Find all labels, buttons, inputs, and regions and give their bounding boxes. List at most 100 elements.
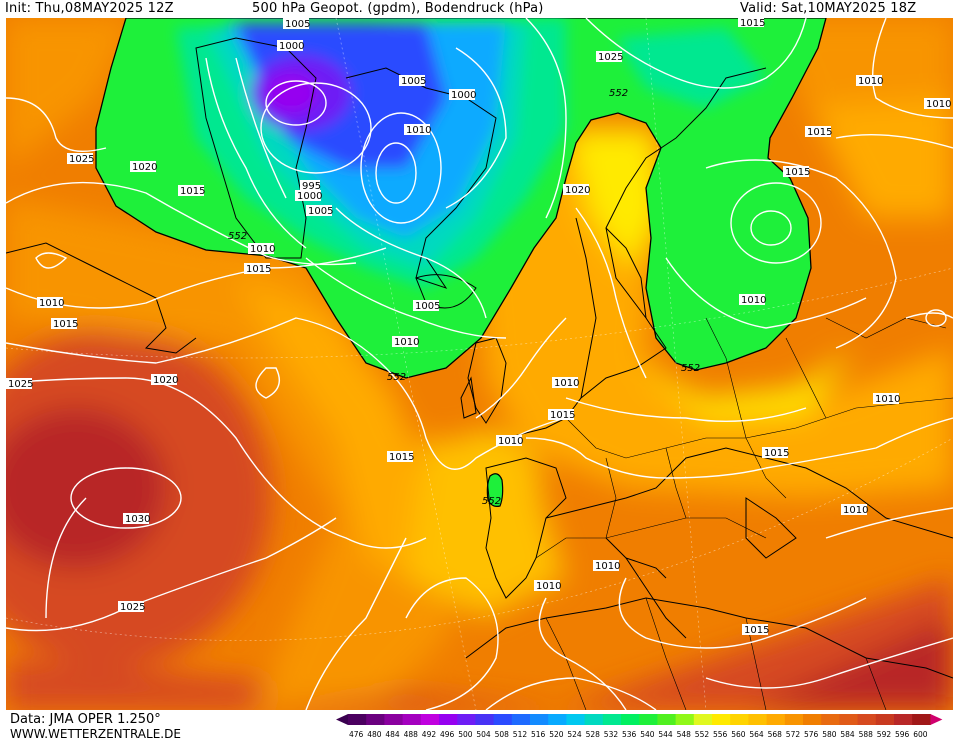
svg-text:1010: 1010 [554,378,579,389]
legend-swatch [402,714,422,725]
pressure-label: 1000 [277,40,304,52]
legend-tick-label: 492 [422,730,437,739]
legend-swatch [821,714,840,725]
init-time-label: Init: Thu,08MAY2025 12Z [5,1,174,16]
legend-tick-label: 528 [586,730,601,739]
valid-time-label: Valid: Sat,10MAY2025 18Z [740,1,917,16]
legend-tick-label: 496 [440,730,455,739]
pressure-label: 1015 [51,318,78,330]
legend-tick-label: 508 [495,730,510,739]
weather-map-canvas: 1005 1000 1005 1000 1010 1025 1020 1015 … [6,18,953,710]
legend-tick-label: 480 [367,730,382,739]
geopotential-shading [6,18,953,710]
legend-tick-label: 584 [840,730,855,739]
legend-swatch [457,714,476,725]
svg-text:1005: 1005 [401,76,426,87]
legend-swatch [857,714,877,725]
legend-swatch [657,714,677,725]
pressure-label: 1015 [805,126,832,138]
legend-swatch [803,714,822,725]
svg-text:1010: 1010 [394,337,419,348]
legend-swatch [439,714,458,725]
pressure-label: 1010 [404,124,431,136]
svg-text:1015: 1015 [740,18,765,29]
pressure-label: 1015 [738,18,765,29]
legend-tick-label: 476 [349,730,364,739]
pressure-label: 1005 [399,75,426,87]
geopotential-labels: 552 552 552 552 552 [228,88,700,507]
isobars [6,18,953,710]
pressure-label: 1005 [413,300,440,312]
pressure-label: 1015 [783,166,810,178]
svg-text:1015: 1015 [389,452,414,463]
legend-tick-label: 564 [749,730,764,739]
legend-arrow-right [930,714,943,725]
legend-swatch [693,714,713,725]
svg-text:995: 995 [302,181,321,192]
legend-swatch [912,714,931,725]
pressure-label: 1010 [593,560,620,572]
legend-tick-label: 576 [804,730,819,739]
map-header: Init: Thu,08MAY2025 12Z 500 hPa Geopot. … [0,0,959,18]
svg-text:1010: 1010 [536,581,561,592]
legend-swatch [366,714,385,725]
legend-swatch [602,714,622,725]
legend-tick-label: 536 [622,730,637,739]
pressure-label: 1000 [449,89,476,101]
legend-swatch [420,714,440,725]
legend-tick-label: 560 [731,730,746,739]
legend-swatch [894,714,913,725]
pressure-label: 1010 [856,75,883,87]
pressure-label: 1025 [596,51,623,63]
pressure-label: 1010 [873,393,900,405]
legend-swatch [493,714,513,725]
pressure-label: 1015 [762,447,789,459]
svg-text:1010: 1010 [498,436,523,447]
pressure-label: 1020 [151,374,178,386]
svg-text:1010: 1010 [595,561,620,572]
site-url-label: WWW.WETTERZENTRALE.DE [10,727,181,741]
pressure-label: 1010 [841,504,868,516]
pressure-label: 1015 [548,409,575,421]
legend-tick-label: 488 [404,730,419,739]
svg-text:1010: 1010 [926,99,951,110]
svg-text:1020: 1020 [153,375,178,386]
svg-text:1000: 1000 [279,41,304,52]
pressure-label: 1015 [244,263,271,275]
legend-tick-label: 572 [786,730,801,739]
pressure-label: 1015 [387,451,414,463]
svg-text:1015: 1015 [550,410,575,421]
pressure-label: 1010 [552,377,579,389]
pressure-label: 1025 [67,153,94,165]
legend-swatch [839,714,859,725]
legend-tick-label: 524 [567,730,582,739]
legend-swatch [712,714,731,725]
legend-swatch [530,714,549,725]
pressure-label: 1020 [130,161,157,173]
graticule [6,18,953,710]
legend-swatch [639,714,658,725]
legend-swatch [511,714,531,725]
svg-text:1015: 1015 [785,167,810,178]
legend-tick-label: 540 [640,730,655,739]
svg-text:1025: 1025 [69,154,94,165]
legend-tick-label: 596 [895,730,910,739]
svg-text:1020: 1020 [565,185,590,196]
svg-text:1000: 1000 [297,191,322,202]
geopotential-label: 552 [228,231,247,242]
svg-text:1015: 1015 [246,264,271,275]
svg-text:1030: 1030 [125,514,150,525]
legend-swatch [730,714,749,725]
svg-text:1010: 1010 [741,295,766,306]
svg-text:1010: 1010 [875,394,900,405]
weather-map: 1005 1000 1005 1000 1010 1025 1020 1015 … [6,18,953,710]
legend-arrow-left [336,714,348,725]
svg-text:1015: 1015 [807,127,832,138]
legend-tick-label: 592 [877,730,892,739]
legend-tick-label: 552 [695,730,710,739]
pressure-label: 1025 [118,601,145,613]
svg-text:1025: 1025 [8,379,33,390]
svg-text:1025: 1025 [598,52,623,63]
legend-swatch [548,714,567,725]
pressure-label: 1010 [924,98,951,110]
